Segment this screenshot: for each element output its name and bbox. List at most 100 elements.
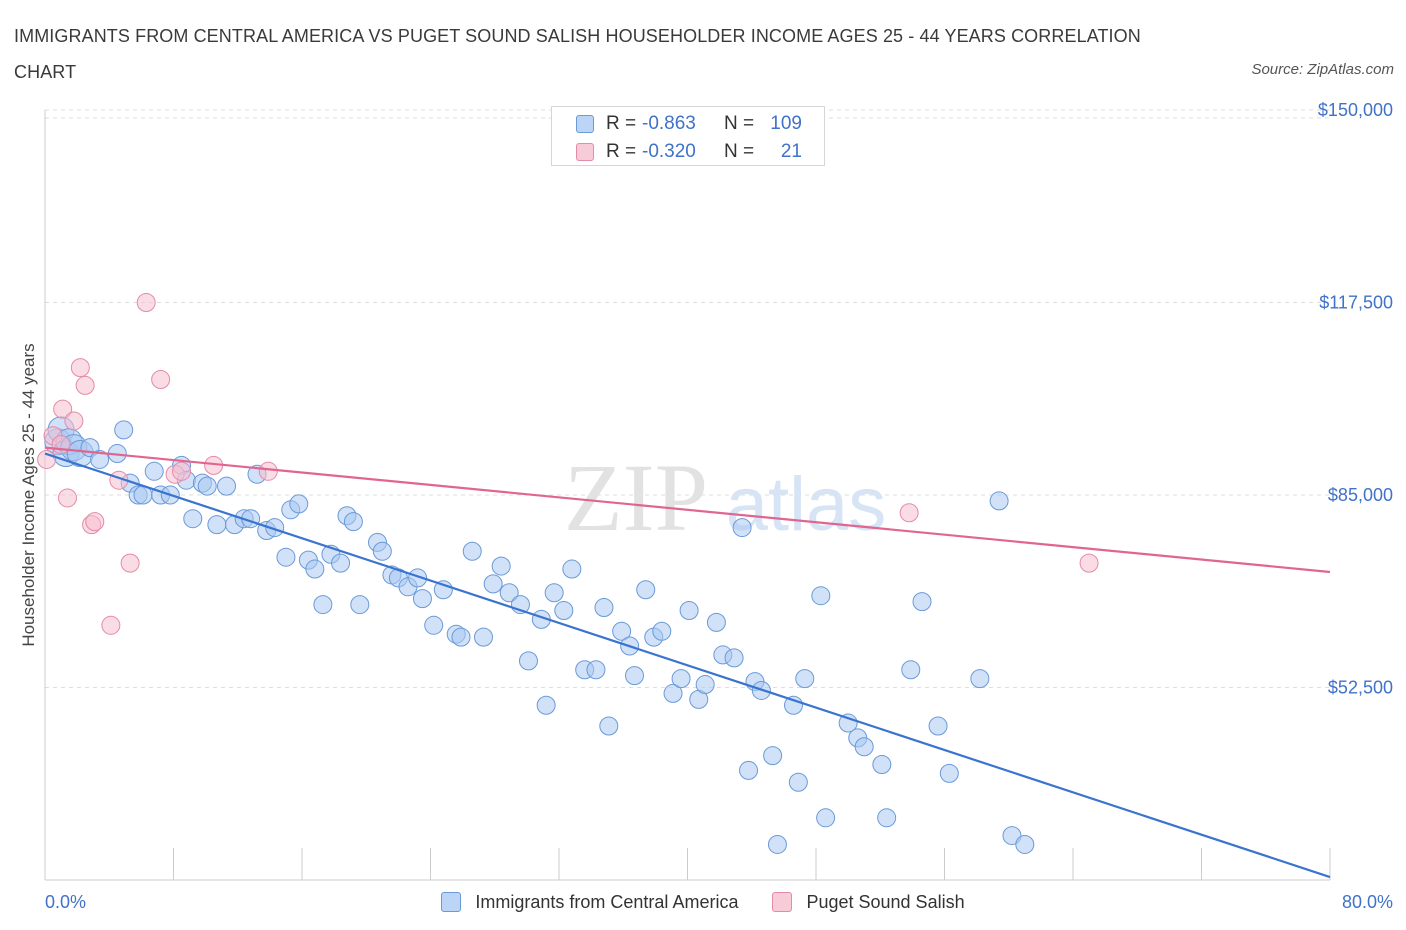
r-label: R = [606, 141, 637, 162]
puget-sound-salish-trend-line [44, 446, 1331, 574]
central-america-point [343, 512, 363, 532]
x-tick-label: 0.0% [45, 892, 86, 912]
legend-row-puget-sound-salish: R = -0.320 N = 21 [576, 140, 802, 164]
data-points [37, 293, 1099, 854]
central-america-point [877, 808, 897, 828]
central-america-trend-line [44, 452, 1331, 879]
central-america-point [305, 559, 325, 579]
central-america-point [276, 547, 296, 567]
central-america-point [207, 515, 227, 535]
grid-lines [45, 109, 1330, 688]
central-america-point [313, 595, 333, 615]
r-label: R = [606, 113, 637, 134]
puget-sound-salish-point [258, 461, 278, 481]
central-america-point [594, 598, 614, 618]
central-america-point [265, 518, 285, 538]
central-america-point [724, 648, 744, 668]
source-label: Source: ZipAtlas.com [1251, 61, 1394, 78]
n-value: 21 [780, 141, 802, 162]
central-america-point [854, 737, 874, 757]
watermark-atlas: atlas [726, 462, 887, 547]
central-america-point [811, 586, 831, 606]
puget-sound-salish-point [85, 512, 105, 532]
watermark: ZIP atlas [564, 444, 886, 551]
central-america-point [197, 476, 217, 496]
n-label: N = [724, 113, 755, 134]
central-america-point [912, 592, 932, 612]
puget-sound-salish-point [75, 375, 95, 395]
puget-sound-salish-point [53, 399, 73, 419]
central-america-point [491, 556, 511, 576]
central-america-point [763, 746, 783, 766]
central-america-point [928, 716, 948, 736]
central-america-point [518, 651, 538, 671]
central-america-point [562, 559, 582, 579]
central-america-point [652, 621, 672, 641]
puget-sound-salish-point [172, 461, 192, 481]
series-legend-central-america[interactable]: Immigrants from Central America [441, 892, 738, 913]
pink-swatch [772, 892, 793, 912]
puget-sound-salish-point [899, 503, 919, 523]
central-america-point [90, 449, 110, 469]
puget-sound-salish-point [120, 553, 140, 573]
central-america-point [474, 627, 494, 647]
watermark-zip: ZIP [564, 444, 708, 551]
series-legend-puget-sound-salish[interactable]: Puget Sound Salish [772, 892, 965, 913]
puget-sound-salish-point [51, 435, 71, 455]
central-america-point [424, 615, 444, 635]
y-tick-label: $52,500 [1328, 678, 1393, 698]
central-america-point [554, 601, 574, 620]
central-america-point [663, 683, 683, 703]
central-america-point [1015, 834, 1035, 854]
central-america-point [636, 580, 656, 600]
series-legend: Immigrants from Central America Puget So… [0, 888, 1406, 916]
tick-labels: $52,500 $85,000 $117,500 $150,000 0.0% 80.0% [45, 100, 1393, 912]
correlation-legend: R = -0.863 N = 109 R = -0.320 N = 21 [551, 106, 825, 166]
pink-swatch [576, 143, 594, 161]
blue-swatch [576, 115, 594, 133]
central-america-point [671, 669, 691, 689]
chart-title: IMMIGRANTS FROM CENTRAL AMERICA VS PUGET… [14, 26, 1141, 82]
central-america-point [989, 491, 1009, 511]
central-america-point [599, 716, 619, 736]
central-america-point [372, 541, 392, 561]
central-america-point [217, 476, 237, 496]
central-america-point [695, 675, 715, 695]
central-america-point [331, 553, 351, 573]
central-america-point [624, 666, 644, 686]
puget-sound-salish-point [1079, 553, 1099, 573]
central-america-point [970, 669, 990, 689]
central-america-point [451, 627, 471, 647]
central-america-point [939, 763, 959, 783]
central-america-point [767, 834, 787, 854]
central-america-point [114, 420, 134, 440]
central-america-point [795, 669, 815, 689]
central-america-point [901, 660, 921, 680]
central-america-point [732, 518, 752, 538]
central-america-point [586, 660, 606, 680]
central-america-point [612, 621, 632, 641]
central-america-point [679, 601, 699, 620]
y-tick-label: $150,000 [1318, 100, 1393, 120]
puget-sound-salish-point [101, 615, 121, 635]
puget-sound-salish-point [57, 488, 77, 508]
y-tick-label: $85,000 [1328, 485, 1393, 505]
y-axis-label-container: Householder Income Ages 25 - 44 years [14, 110, 44, 880]
legend-row-central-america: R = -0.863 N = 109 [576, 112, 802, 136]
r-value: -0.863 [642, 113, 696, 134]
central-america-point [350, 595, 370, 615]
puget-sound-salish-point [136, 293, 156, 312]
central-america-point [838, 713, 858, 733]
y-axis-label: Householder Income Ages 25 - 44 years [19, 343, 38, 647]
r-value: -0.320 [642, 141, 696, 162]
axes [44, 110, 1331, 881]
central-america-point [816, 808, 836, 828]
central-america-point [144, 461, 164, 481]
central-america-point [408, 568, 428, 588]
central-america-point [706, 612, 726, 632]
series-name: Immigrants from Central America [475, 891, 739, 912]
puget-sound-salish-point [64, 411, 84, 431]
puget-sound-salish-point [70, 358, 90, 378]
n-value: 109 [770, 113, 802, 134]
